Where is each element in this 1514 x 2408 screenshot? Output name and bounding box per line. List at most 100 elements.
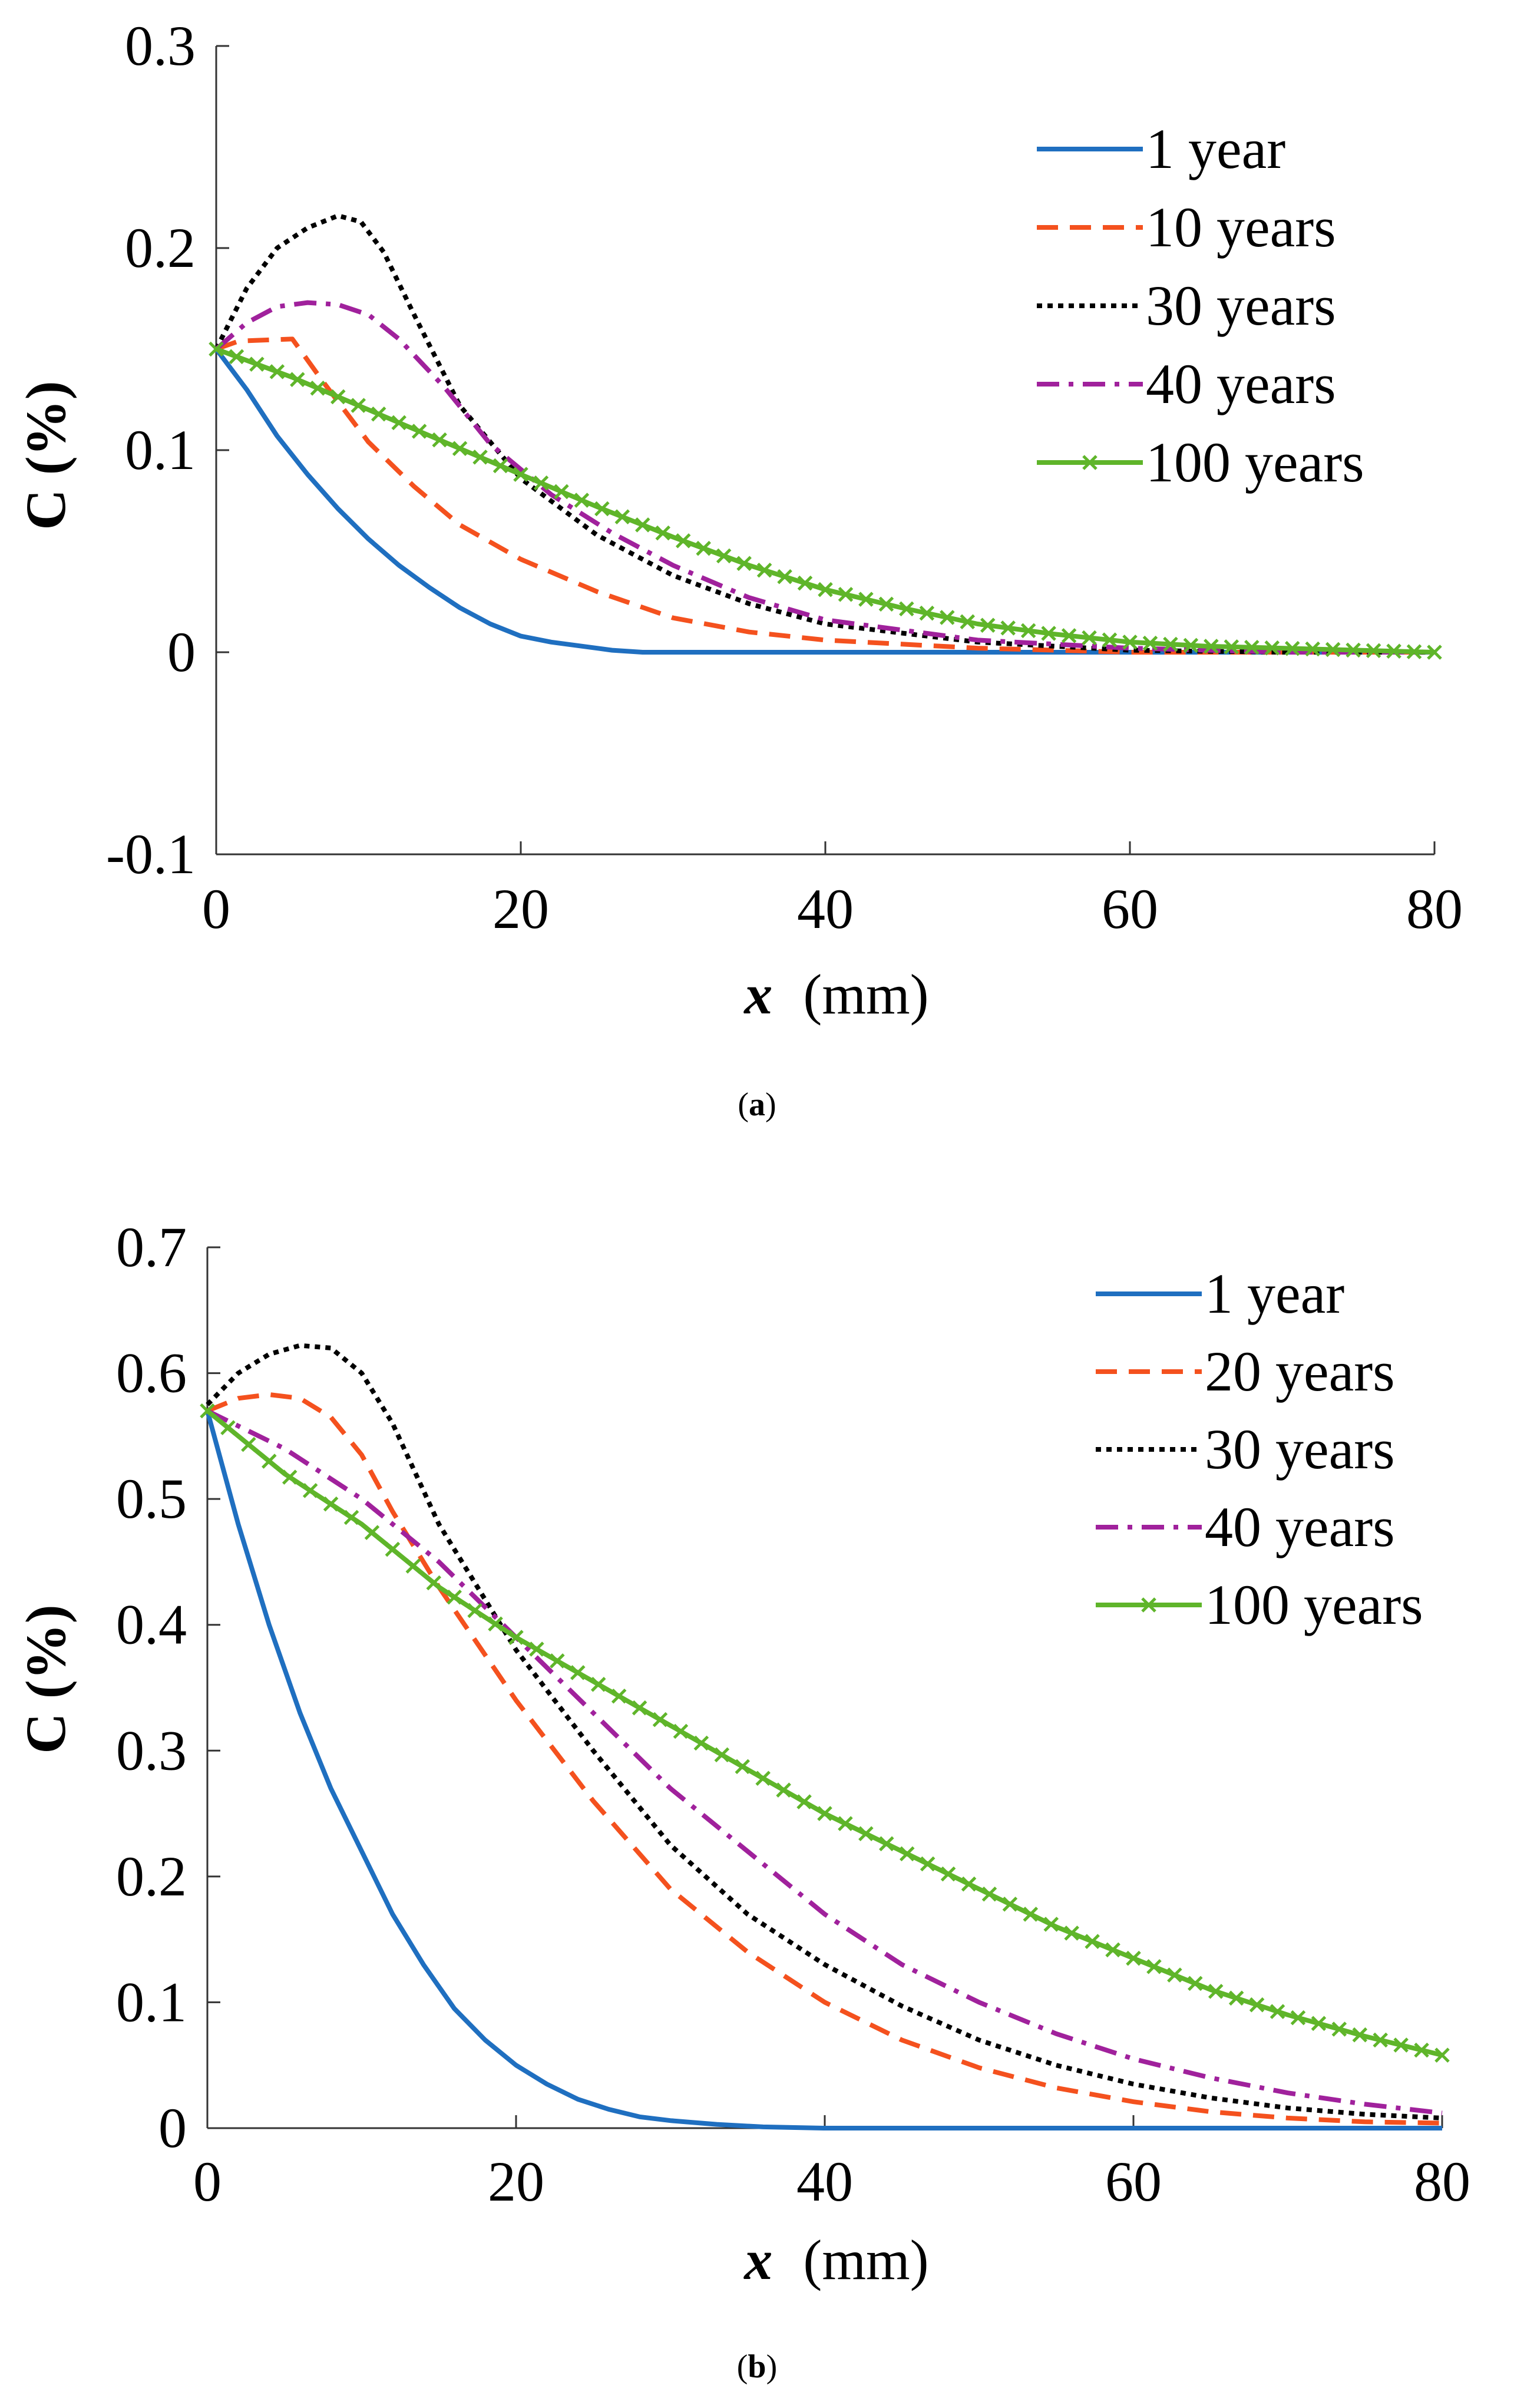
panel-b-xlabel-var: x xyxy=(743,2228,772,2291)
panel-a-series-marker-4 xyxy=(1061,628,1077,643)
panel-b-series-marker-4 xyxy=(1270,2004,1285,2019)
panel-a-series-marker-4 xyxy=(980,617,996,633)
panel-b-legend-label-0: 1 year xyxy=(1205,1262,1344,1325)
panel-a-series-marker-4 xyxy=(696,540,711,556)
panel-b-plot: 0 20 40 60 80 0 0.1 0.2 0.3 0.4 0.5 0.6 0.7 1 year 20 … xyxy=(116,1215,1470,2213)
panel-a-series-marker-4 xyxy=(1264,640,1280,656)
panel-a-y-tick-label: 0.2 xyxy=(125,216,196,279)
panel-b-series-marker-4 xyxy=(1043,1917,1059,1932)
panel-a-series-marker-4 xyxy=(472,450,488,465)
panel-a-y-tick-label: 0 xyxy=(167,620,196,683)
panel-a-series-marker-4 xyxy=(1244,640,1260,655)
panel-a-series-marker-4 xyxy=(777,569,792,584)
panel-b-series-marker-4 xyxy=(282,1469,297,1485)
panel-b-ylabel: C (%) xyxy=(14,1604,77,1753)
panel-a-legend-label-2: 30 years xyxy=(1146,274,1336,337)
panel-b-y-tick-label: 0.4 xyxy=(116,1593,187,1656)
panel-a-series-marker-4 xyxy=(1386,643,1401,659)
panel-b-series-marker-4 xyxy=(1228,1990,1244,2006)
panel-b-series-marker-4 xyxy=(1146,1959,1162,1974)
panel-b-series-line-2 xyxy=(206,1343,1443,2120)
panel-b-series-line-0 xyxy=(205,1410,1442,2130)
panel-a-x-tick-label: 0 xyxy=(202,877,230,940)
panel-a-series-marker-4 xyxy=(554,484,569,500)
panel-a-series-marker-4 xyxy=(492,458,508,474)
panel-a-legend-label-3: 40 years xyxy=(1146,352,1336,415)
panel-b-series-marker-4 xyxy=(755,1771,771,1786)
panel-a-series-line-3 xyxy=(214,300,1434,655)
panel-b-series-marker-4 xyxy=(817,1806,832,1821)
panel-a-caption-letter: a xyxy=(749,1086,765,1123)
panel-b-series-marker-4 xyxy=(1290,2010,1306,2026)
panel-a-series-marker-4 xyxy=(1163,636,1178,652)
panel-b-legend-marker-4 xyxy=(1141,1597,1156,1613)
panel-a-series-marker-4 xyxy=(1406,644,1422,659)
panel-b-series-marker-4 xyxy=(323,1496,339,1512)
panel-a-series-marker-4 xyxy=(1284,640,1300,656)
panel-a-series-marker-4 xyxy=(1427,645,1442,660)
panel-a-legend-label-4: 100 years xyxy=(1146,431,1364,494)
panel-a-series-marker-4 xyxy=(310,381,326,396)
panel-b-legend-label-3: 40 years xyxy=(1205,1495,1395,1558)
panel-a-x-tick-label: 60 xyxy=(1102,877,1158,940)
panel-a-series-marker-4 xyxy=(1183,637,1199,653)
panel-a-series-marker-4 xyxy=(1366,643,1381,659)
panel-b-series-marker-4 xyxy=(1352,2027,1368,2043)
panel-a-y-tick-label: 0.1 xyxy=(125,418,196,481)
panel-a-legend-label-0: 1 year xyxy=(1146,117,1285,180)
panel-b-series-marker-4 xyxy=(920,1856,935,1872)
panel-a-series-marker-4 xyxy=(1346,642,1361,658)
panel-a-series-marker-4 xyxy=(209,341,224,357)
panel-a-series-marker-4 xyxy=(574,493,590,508)
panel-b-series-marker-4 xyxy=(1023,1907,1039,1922)
panel-b-y-tick-label: 0 xyxy=(158,2096,187,2159)
panel-a-series-marker-4 xyxy=(411,424,427,439)
panel-b-series-marker-4 xyxy=(693,1735,709,1751)
panel-b-series-marker-4 xyxy=(1064,1925,1079,1941)
panel-b-series-marker-4 xyxy=(1373,2032,1388,2048)
panel-a-x-tick-label: 80 xyxy=(1406,877,1463,940)
panel-b-series-marker-4 xyxy=(652,1712,668,1727)
panel-b-series-marker-4 xyxy=(899,1846,915,1862)
panel-a-series-marker-4 xyxy=(818,582,833,597)
panel-b-series-marker-4 xyxy=(796,1794,812,1809)
panel-a-x-tick-label: 20 xyxy=(492,877,549,940)
panel-b-series-marker-4 xyxy=(1126,1950,1141,1966)
panel-a-series-marker-4 xyxy=(1305,641,1320,657)
panel-b-series-marker-4 xyxy=(1167,1967,1182,1983)
panel-b-series-marker-4 xyxy=(1249,1997,1265,2013)
panel-a-y-tick-label: 0.3 xyxy=(125,14,196,77)
panel-a-series-marker-4 xyxy=(371,406,386,422)
panel-b-x-tick-label: 0 xyxy=(193,2150,222,2213)
panel-b-series-marker-4 xyxy=(735,1759,751,1775)
panel-b-x-tick-label: 20 xyxy=(488,2150,544,2213)
panel-b-series-marker-4 xyxy=(714,1747,730,1763)
panel-a-series-marker-4 xyxy=(675,533,691,549)
panel-b-series-marker-4 xyxy=(838,1816,853,1831)
panel-a-series-marker-4 xyxy=(1142,635,1158,651)
panel-b-series-line-3 xyxy=(206,1409,1443,2116)
panel-b-series-marker-4 xyxy=(858,1826,874,1842)
panel-b-series-marker-4 xyxy=(385,1541,401,1557)
panel-a-series-marker-4 xyxy=(716,548,732,564)
panel-b-y-tick-label: 0.1 xyxy=(116,1970,187,2033)
panel-b-y-tick-label: 0.7 xyxy=(116,1215,187,1279)
panel-a-series-marker-4 xyxy=(858,592,874,607)
panel-a-legend-label-1: 10 years xyxy=(1146,196,1336,259)
panel-b-x-tick-label: 80 xyxy=(1414,2150,1470,2213)
panel-a-series-marker-4 xyxy=(1325,642,1341,658)
panel-a-series-marker-4 xyxy=(736,556,752,572)
panel-b-series-line-1 xyxy=(206,1392,1443,2126)
panel-b-series-marker-4 xyxy=(1208,1984,1224,1999)
panel-a-x-tick-label: 40 xyxy=(797,877,854,940)
panel-a-series-marker-4 xyxy=(655,525,671,541)
panel-b-series-marker-4 xyxy=(1085,1934,1100,1949)
panel-a-series-marker-4 xyxy=(878,596,894,612)
panel-a-series-marker-4 xyxy=(351,398,366,413)
panel-b-series-marker-4 xyxy=(1105,1942,1120,1958)
panel-b-series-marker-4 xyxy=(1188,1976,1203,1991)
panel-b-series-marker-4 xyxy=(940,1866,956,1882)
panel-b: 0 20 40 60 80 0 0.1 0.2 0.3 0.4 0.5 0.6 0.7 1 year 20 … xyxy=(14,1215,1470,2385)
